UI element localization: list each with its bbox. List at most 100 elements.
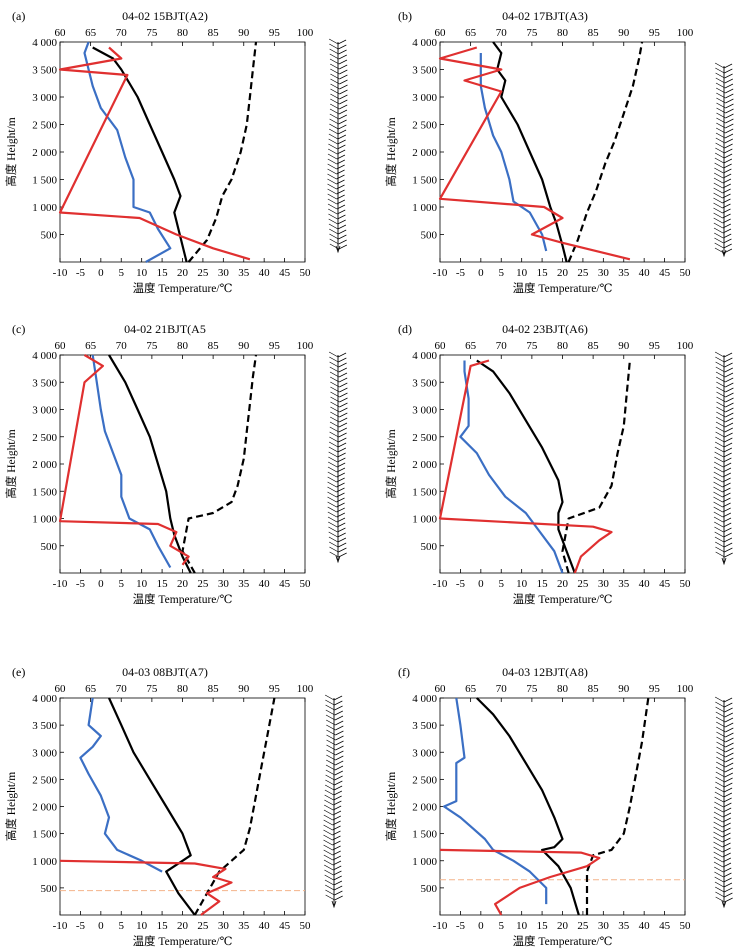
wind-barb — [327, 183, 337, 190]
bottom-tick-label: 35 — [618, 267, 630, 279]
wind-barb — [713, 466, 724, 473]
y-tick-label: 2 500 — [412, 774, 437, 786]
wind-barb — [328, 441, 339, 448]
top-tick-label: 95 — [269, 683, 281, 695]
wind-barb-flag — [335, 755, 344, 761]
wind-barb-flag — [722, 497, 731, 503]
bottom-tick-label: 5 — [499, 578, 505, 590]
wind-barb — [327, 466, 338, 473]
wind-barb — [328, 223, 339, 230]
wind-barb-flag — [337, 522, 346, 528]
bottom-tick-label: 20 — [557, 920, 569, 932]
wind-barb-flag — [724, 437, 733, 443]
y-tick-label: 3 000 — [32, 747, 57, 759]
y-tick-label: 2 500 — [32, 774, 57, 786]
wind-barb-flag — [722, 193, 731, 199]
wind-barb — [323, 824, 333, 831]
wind-barb — [713, 846, 723, 853]
top-tick-label: 70 — [116, 683, 128, 695]
wind-barb — [714, 801, 724, 808]
wind-barb-flag — [725, 747, 734, 753]
wind-barb — [713, 227, 724, 234]
wind-barb-flag — [723, 867, 732, 873]
top-tick-label: 70 — [116, 340, 128, 352]
wind-barb-flag — [722, 223, 731, 229]
wind-barb-flag — [338, 229, 347, 235]
wind-barb-flag — [338, 59, 348, 65]
wind-barb — [329, 541, 339, 548]
bottom-tick-label: 15 — [157, 578, 169, 590]
y-tick-label: 3 000 — [32, 405, 57, 417]
bottom-tick-label: 0 — [98, 267, 104, 279]
y-axis-label: 高度 Height/m — [4, 117, 18, 186]
wind-barb — [323, 819, 333, 826]
wind-barb — [716, 92, 726, 99]
wind-barb — [325, 764, 336, 771]
wind-barb — [328, 213, 338, 220]
wind-barb — [327, 491, 337, 498]
bottom-tick-label: 45 — [279, 578, 291, 590]
wind-barb-flag — [336, 477, 345, 483]
wind-barb — [714, 881, 725, 888]
chart-panel-4: (d) 04-02 23BJT(A6)60 65 70 75 80 85 90 95 100-10… — [384, 322, 734, 606]
wind-barb-flag — [725, 128, 734, 134]
wind-barb — [716, 736, 726, 743]
y-tick-label: 500 — [41, 541, 58, 553]
wind-barb-flag — [336, 199, 345, 205]
wind-barb — [716, 112, 726, 119]
bottom-tick-label: -5 — [76, 578, 86, 590]
wind-barb-flag — [722, 183, 731, 189]
wind-barb-flag — [725, 123, 734, 129]
wind-barb-flag — [724, 367, 733, 373]
wind-barb — [713, 476, 723, 483]
wind-barb — [714, 871, 724, 878]
bottom-tick-label: 30 — [598, 578, 610, 590]
top-tick-label: 60 — [55, 27, 67, 39]
wind-barb — [328, 143, 338, 150]
wind-barb-flag — [723, 352, 733, 358]
wind-barb-flag — [336, 507, 345, 513]
chart-title: 04-02 21BJT(A5 — [124, 322, 206, 336]
wind-barb — [716, 122, 726, 129]
wind-barb — [323, 829, 333, 836]
wind-barb-flag — [336, 497, 345, 503]
wind-barb — [329, 551, 339, 558]
wind-barb — [330, 68, 340, 75]
bottom-tick-label: 50 — [300, 578, 312, 590]
wind-barb — [715, 361, 725, 368]
wind-barb — [329, 421, 340, 428]
y-axis-label: 高度 Height/m — [4, 429, 18, 498]
wind-barb-flag — [335, 735, 344, 741]
wind-barb — [326, 759, 336, 766]
wind-barb — [716, 107, 726, 114]
wind-barb-flag — [725, 392, 734, 398]
top-tick-label: 60 — [55, 683, 67, 695]
wind-barb-flag — [333, 790, 343, 796]
wind-barb — [325, 889, 335, 896]
top-tick-label: 70 — [496, 683, 508, 695]
wind-barb-flag — [338, 432, 347, 438]
y-tick-label: 1 500 — [32, 175, 57, 187]
top-tick-label: 75 — [146, 27, 158, 39]
wind-barb — [715, 356, 725, 363]
wind-barb — [328, 138, 338, 145]
y-tick-label: 3 500 — [412, 720, 437, 732]
top-tick-label: 100 — [297, 27, 314, 39]
y-tick-label: 2 500 — [412, 432, 437, 444]
wind-barb-flag — [338, 367, 347, 373]
wind-barb-flag — [725, 722, 734, 728]
wind-barb — [714, 521, 724, 528]
top-tick-label: 75 — [526, 683, 538, 695]
wind-barb-flag — [722, 832, 731, 838]
wind-barb — [323, 859, 334, 866]
wind-barb — [714, 62, 725, 69]
wind-barb-flag — [337, 219, 346, 225]
bottom-tick-label: 20 — [557, 267, 569, 279]
wind-barb — [716, 391, 726, 398]
wind-barb-flag — [339, 402, 348, 408]
top-tick-label: 90 — [618, 683, 630, 695]
wind-barb — [714, 786, 725, 793]
series-relative-humidity — [438, 46, 631, 261]
wind-barb — [329, 436, 339, 443]
